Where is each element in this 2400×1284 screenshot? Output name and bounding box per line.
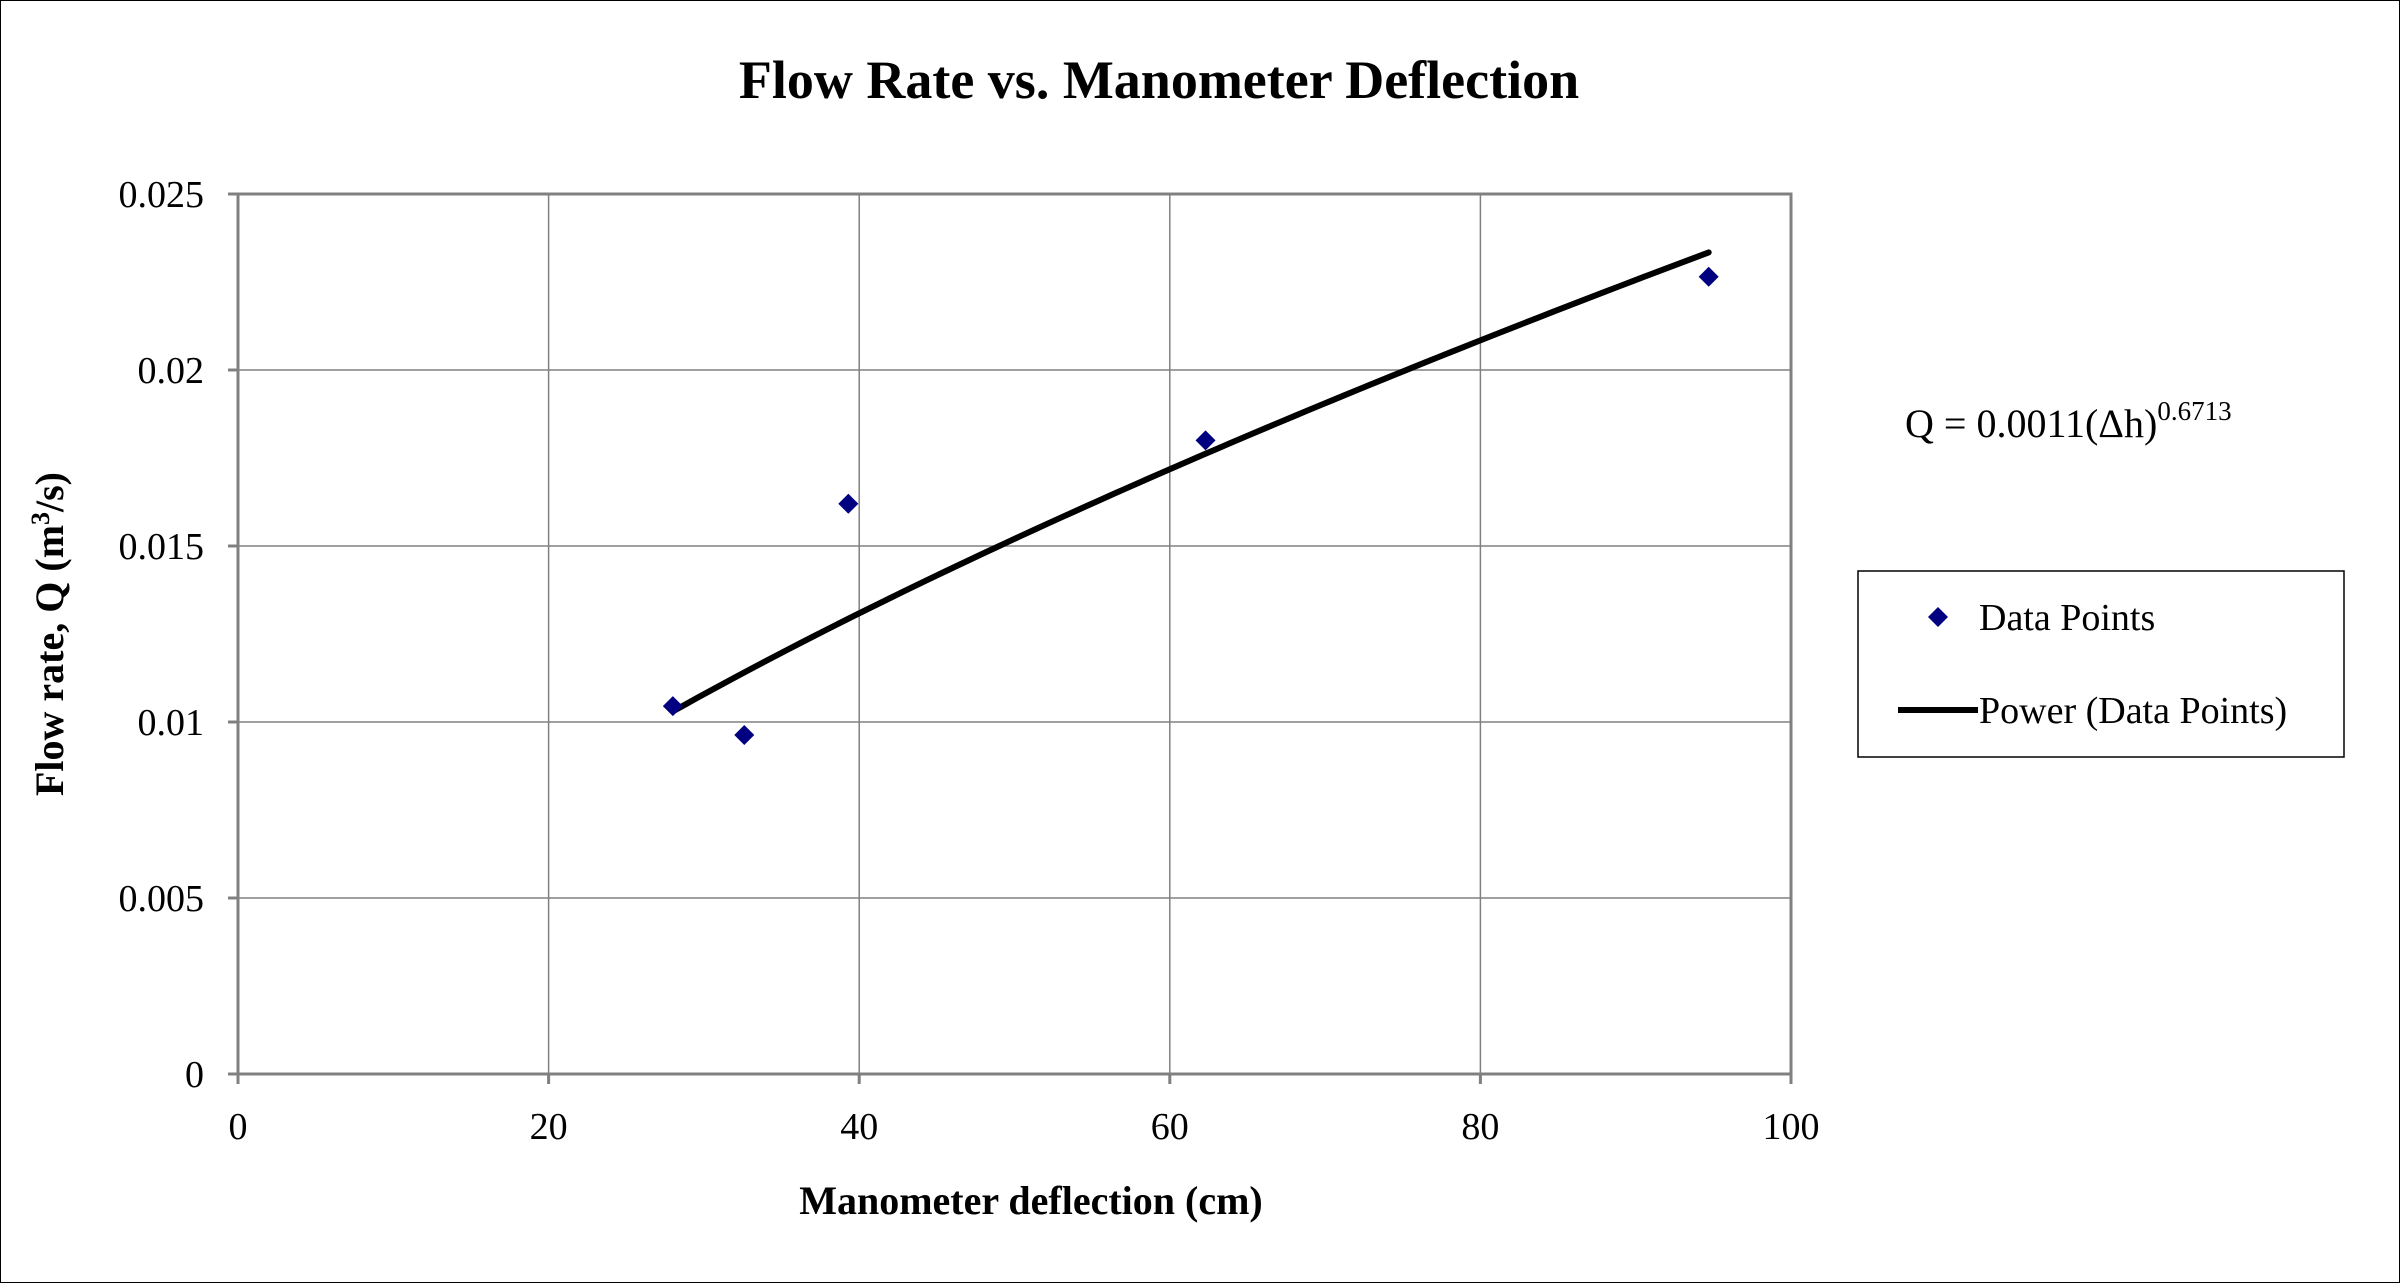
equation-main: Q = 0.0011(Δh) xyxy=(1905,401,2157,446)
data-points-layer xyxy=(662,266,1719,746)
y-tick-labels: 0 0.005 0.01 0.015 0.02 0.025 xyxy=(119,174,205,1096)
x-tick-label: 100 xyxy=(1763,1106,1820,1148)
power-trendline xyxy=(669,249,1712,715)
legend-label-data-points: Data Points xyxy=(1979,597,2155,639)
data-point xyxy=(662,696,683,717)
x-tick-label: 0 xyxy=(229,1106,248,1148)
legend-marker-diamond xyxy=(1928,607,1948,627)
data-point xyxy=(734,725,755,746)
x-tick-label: 40 xyxy=(840,1106,878,1148)
equation-exponent: 0.6713 xyxy=(2157,396,2231,426)
y-tick-label: 0.01 xyxy=(138,702,205,744)
x-tick-label: 60 xyxy=(1151,1106,1189,1148)
chart-title: Flow Rate vs. Manometer Deflection xyxy=(739,50,1579,110)
trendline-equation: Q = 0.0011(Δh)0.6713 xyxy=(1905,396,2232,446)
y-axis-title-tail: /s) xyxy=(27,472,72,513)
legend-label-power-trend: Power (Data Points) xyxy=(1979,690,2287,732)
trendline-layer xyxy=(669,249,1712,715)
x-tick-label: 80 xyxy=(1461,1106,1499,1148)
y-tick-label: 0.025 xyxy=(119,174,205,216)
y-axis-title: Flow rate, Q (m3/s) xyxy=(26,472,72,796)
legend-box xyxy=(1857,570,2345,758)
y-tick-label: 0.02 xyxy=(138,350,205,392)
plot-border xyxy=(236,192,1793,1076)
data-point xyxy=(1698,266,1719,287)
y-axis-title-superscript: 3 xyxy=(26,512,55,525)
data-point xyxy=(838,493,859,514)
y-tick-label: 0 xyxy=(185,1054,204,1096)
y-tick-label: 0.015 xyxy=(119,526,205,568)
y-axis-title-main: Flow rate, Q (m xyxy=(27,525,72,796)
data-point xyxy=(1195,430,1216,451)
plot-area xyxy=(228,192,1793,1084)
plot-background xyxy=(238,194,1791,1074)
x-tick-label: 20 xyxy=(530,1106,568,1148)
x-tick-labels: 0 20 40 60 80 100 xyxy=(229,1106,1820,1148)
y-tick-label: 0.005 xyxy=(119,878,205,920)
legend: Data Points Power (Data Points) xyxy=(1857,570,2345,758)
axis-ticks xyxy=(228,192,1793,1084)
x-axis-title: Manometer deflection (cm) xyxy=(799,1178,1263,1223)
